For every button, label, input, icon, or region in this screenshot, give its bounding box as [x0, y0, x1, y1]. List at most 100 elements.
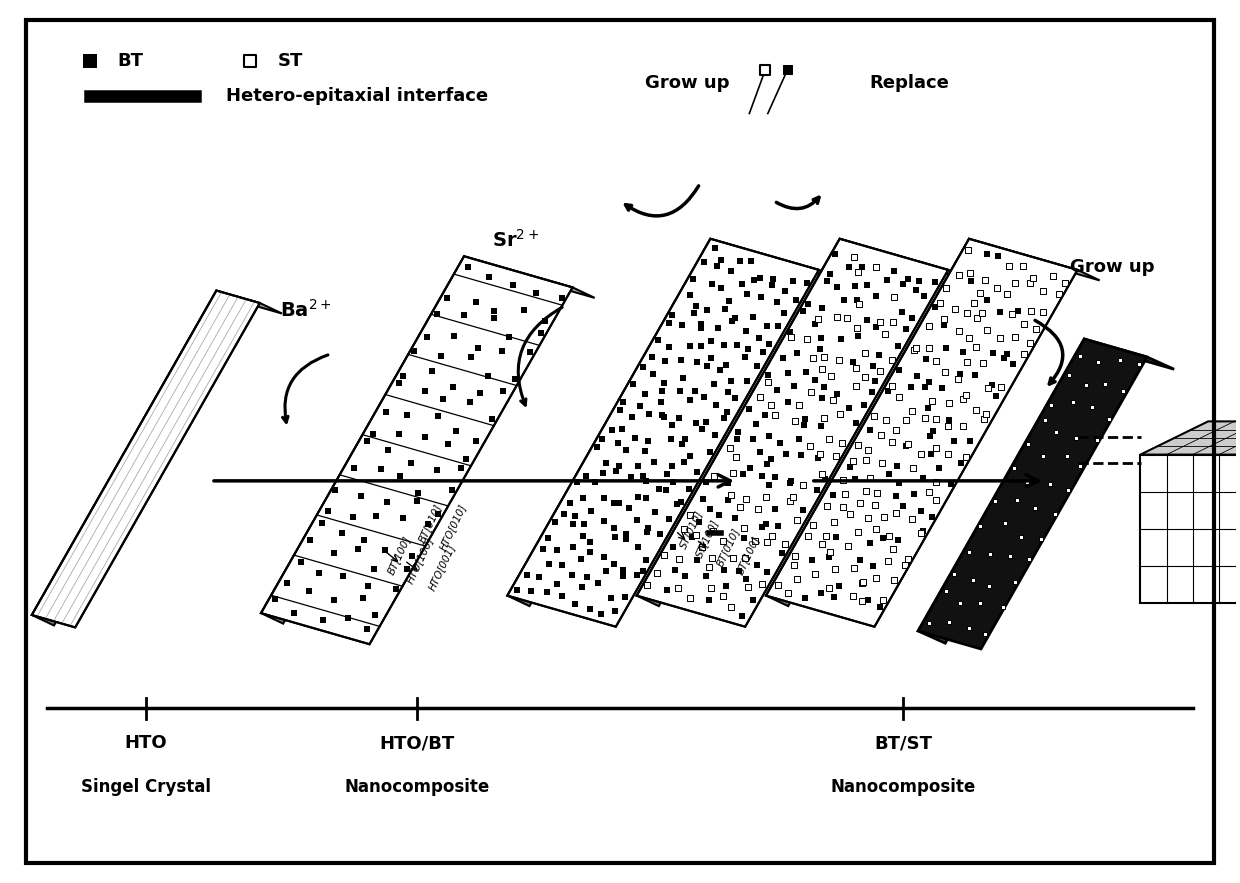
Point — [613, 422, 632, 436]
Point — [821, 369, 841, 383]
Point — [899, 436, 919, 450]
Point — [642, 350, 662, 364]
Point — [926, 354, 946, 368]
Point — [444, 380, 464, 394]
Point — [978, 381, 998, 396]
Point — [624, 377, 644, 391]
Point — [719, 293, 739, 307]
Point — [713, 533, 733, 547]
Point — [725, 391, 745, 405]
Point — [466, 295, 486, 309]
Point — [324, 593, 343, 608]
Point — [882, 379, 901, 393]
Point — [655, 548, 675, 562]
Point — [1002, 306, 1022, 321]
Point — [873, 456, 893, 470]
Point — [704, 241, 724, 255]
Point — [755, 63, 775, 77]
Point — [750, 270, 770, 284]
Point — [572, 552, 591, 566]
Point — [884, 542, 904, 556]
Point — [864, 374, 884, 388]
Point — [970, 596, 990, 610]
Point — [976, 407, 996, 421]
Point — [1033, 284, 1053, 298]
Point — [670, 411, 689, 426]
Point — [418, 517, 438, 532]
Point — [552, 589, 572, 603]
Point — [990, 331, 1009, 345]
Point — [455, 452, 475, 466]
Point — [278, 576, 298, 590]
Point — [461, 351, 481, 365]
Point — [779, 396, 799, 410]
Point — [779, 366, 799, 380]
Point — [662, 308, 682, 322]
Point — [444, 328, 464, 343]
Point — [671, 353, 691, 367]
Point — [709, 363, 729, 377]
Point — [427, 463, 446, 477]
Point — [820, 267, 839, 281]
Point — [895, 558, 915, 572]
Point — [743, 593, 763, 608]
Point — [748, 502, 768, 516]
Point — [739, 342, 759, 356]
Point — [1055, 276, 1075, 291]
Point — [702, 581, 722, 595]
Point — [973, 356, 993, 370]
Point — [812, 467, 832, 481]
Point — [844, 472, 864, 486]
Point — [703, 377, 723, 391]
Point — [753, 470, 773, 484]
Point — [765, 502, 785, 516]
Point — [538, 531, 558, 545]
Point — [482, 412, 502, 426]
Point — [651, 526, 671, 540]
Point — [613, 396, 632, 410]
Point — [445, 424, 465, 438]
Point — [857, 313, 877, 327]
Point — [830, 406, 849, 420]
Point — [844, 250, 864, 264]
Point — [794, 502, 813, 517]
Point — [711, 281, 730, 295]
Point — [367, 509, 387, 523]
Point — [830, 353, 849, 367]
Point — [848, 265, 868, 279]
Point — [469, 341, 489, 355]
Point — [470, 386, 490, 400]
Point — [717, 405, 737, 419]
Point — [869, 314, 889, 328]
Point — [833, 472, 853, 487]
Point — [616, 527, 636, 541]
Point — [479, 369, 498, 383]
Point — [867, 522, 887, 536]
Point — [605, 464, 625, 479]
Point — [877, 274, 897, 288]
Point — [596, 564, 616, 578]
Point — [291, 555, 311, 569]
Point — [847, 321, 867, 336]
Point — [1047, 426, 1066, 440]
Point — [1033, 305, 1053, 319]
Point — [732, 609, 751, 623]
Point — [977, 322, 997, 336]
Point — [636, 553, 656, 567]
Point — [691, 317, 711, 331]
Point — [919, 401, 939, 415]
Point — [657, 583, 677, 597]
Point — [737, 323, 756, 337]
Point — [686, 298, 706, 313]
Polygon shape — [711, 238, 841, 281]
Point — [696, 569, 715, 583]
Point — [697, 475, 717, 489]
Point — [753, 577, 773, 591]
Text: Replace: Replace — [869, 74, 950, 92]
Point — [990, 305, 1009, 319]
Text: Ba$^{2+}$: Ba$^{2+}$ — [280, 299, 332, 321]
Point — [774, 306, 794, 320]
Point — [786, 293, 806, 307]
Point — [521, 344, 541, 358]
Point — [826, 530, 846, 544]
